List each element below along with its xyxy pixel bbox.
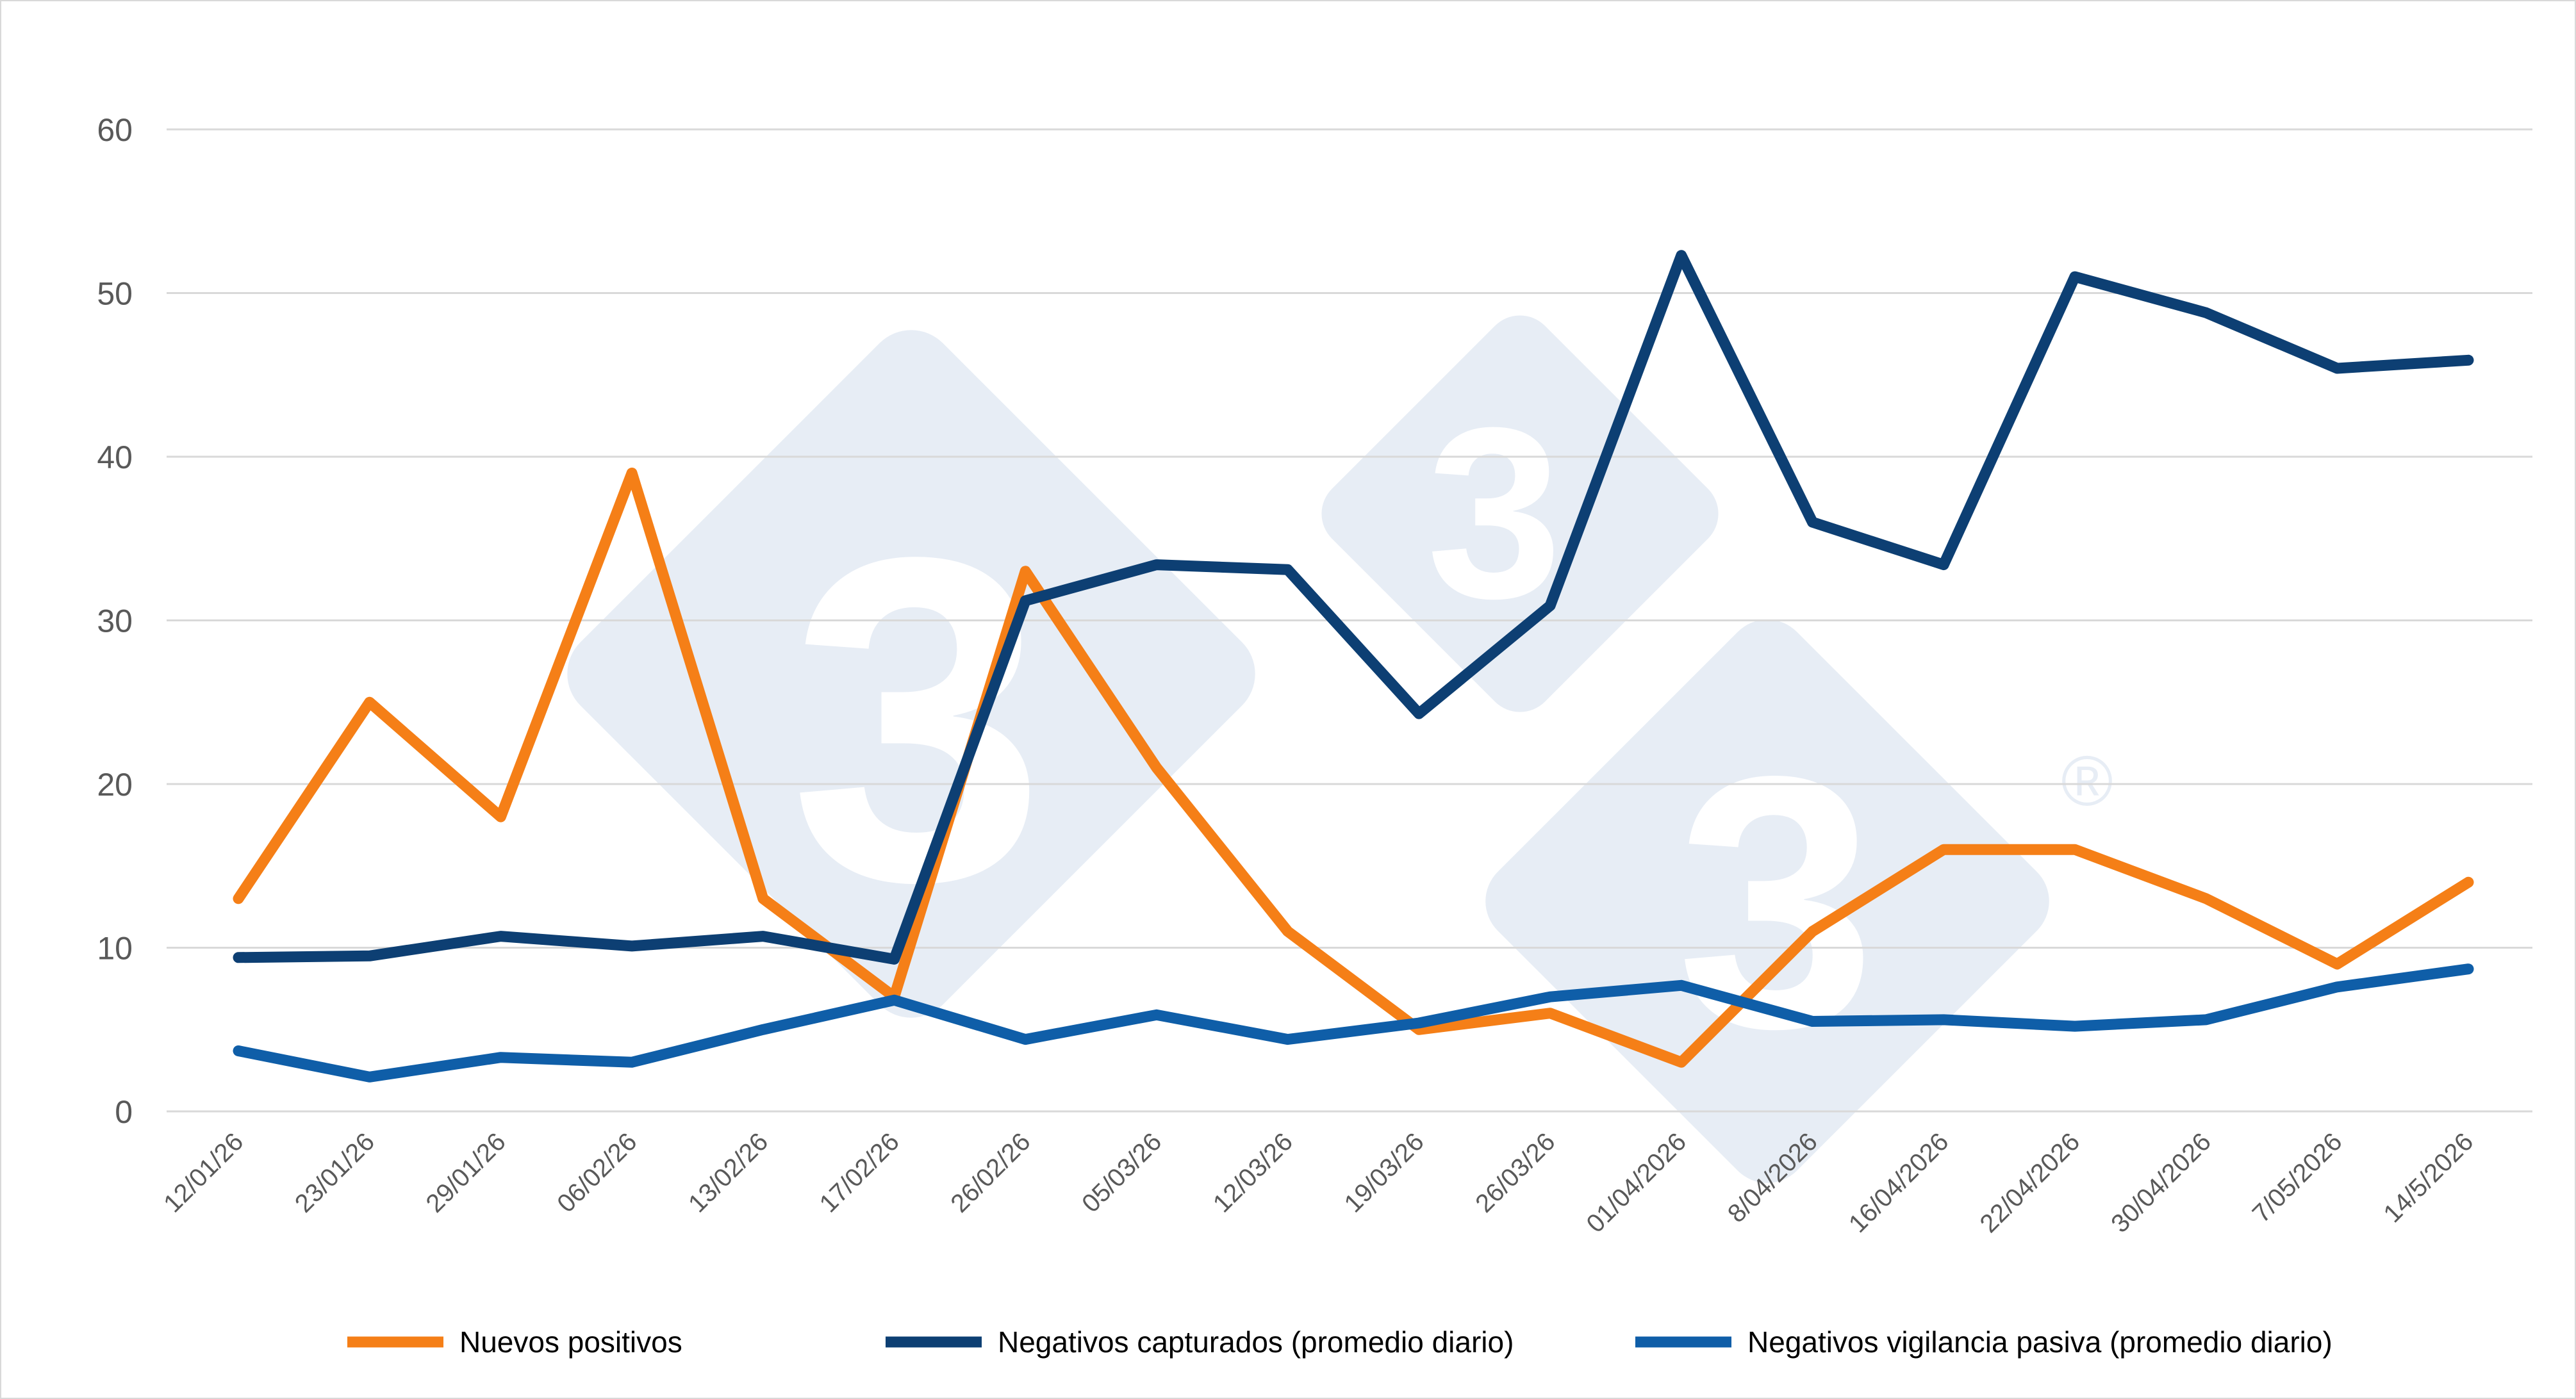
watermark-logo: 3 3 3 ® bbox=[567, 315, 2113, 1183]
x-tick-label: 12/01/26 bbox=[158, 1127, 249, 1218]
series-line-2 bbox=[233, 250, 2474, 965]
x-tick-label: 22/04/2026 bbox=[1975, 1127, 2086, 1238]
watermark-diamond bbox=[567, 330, 1255, 1018]
x-tick-label: 14/5/2026 bbox=[2378, 1127, 2479, 1228]
y-tick-label: 10 bbox=[97, 931, 133, 967]
legend-label: Nuevos positivos bbox=[459, 1325, 682, 1359]
x-tick-label: 01/04/2026 bbox=[1581, 1127, 1692, 1238]
y-tick-label: 50 bbox=[97, 276, 133, 312]
legend: Nuevos positivos Negativos capturados (pr… bbox=[347, 1325, 2332, 1359]
x-tick-label: 17/02/26 bbox=[814, 1127, 905, 1218]
y-axis-ticks: 0 10 20 30 40 50 60 bbox=[97, 112, 133, 1130]
legend-label: Negativos capturados (promedio diario) bbox=[998, 1325, 1514, 1359]
x-tick-label: 26/02/26 bbox=[945, 1127, 1036, 1218]
series-line-1 bbox=[233, 468, 2474, 1068]
x-tick-label: 12/03/26 bbox=[1208, 1127, 1298, 1218]
series-line-3 bbox=[233, 963, 2474, 1083]
x-tick-label: 05/03/26 bbox=[1077, 1127, 1167, 1218]
y-tick-label: 60 bbox=[97, 112, 133, 148]
y-tick-label: 30 bbox=[97, 603, 133, 639]
x-tick-label: 29/01/26 bbox=[421, 1127, 511, 1218]
series-lines bbox=[233, 250, 2474, 1083]
registered-mark: ® bbox=[2061, 742, 2113, 821]
x-tick-label: 23/01/26 bbox=[290, 1127, 380, 1218]
x-tick-label: 16/04/2026 bbox=[1844, 1127, 1954, 1238]
x-tick-label: 06/02/26 bbox=[552, 1127, 642, 1218]
watermark-digit: 3 bbox=[1426, 377, 1562, 649]
legend-label: Negativos vigilancia pasiva (promedio di… bbox=[1747, 1325, 2332, 1359]
x-tick-label: 7/05/2026 bbox=[2247, 1127, 2348, 1228]
gridlines bbox=[167, 128, 2532, 1113]
y-tick-label: 20 bbox=[97, 767, 133, 803]
y-tick-label: 40 bbox=[97, 439, 133, 475]
x-tick-label: 26/03/26 bbox=[1470, 1127, 1560, 1218]
x-tick-label: 30/04/2026 bbox=[2106, 1127, 2217, 1238]
x-tick-label: 19/03/26 bbox=[1339, 1127, 1430, 1218]
x-axis-ticks: 12/01/26 23/01/26 29/01/26 06/02/26 13/02/26… bbox=[158, 1127, 2479, 1238]
x-tick-label: 13/02/26 bbox=[683, 1127, 773, 1218]
y-tick-label: 0 bbox=[115, 1094, 133, 1130]
